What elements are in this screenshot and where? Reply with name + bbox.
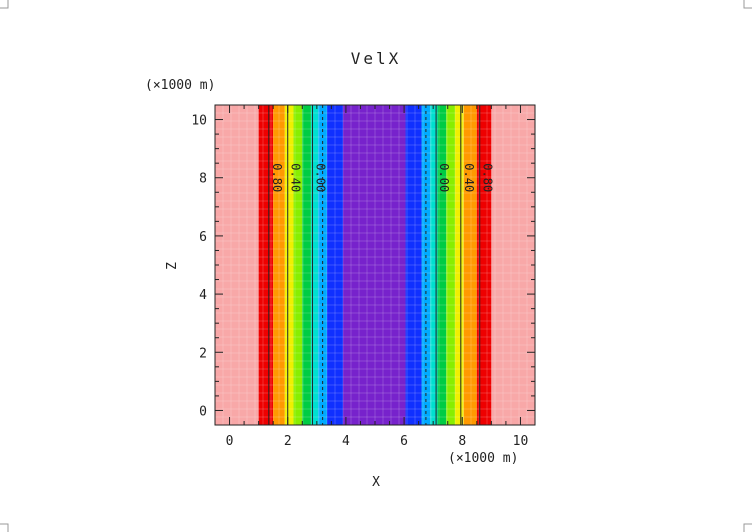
color-band-14 [446,105,455,425]
color-band-17 [476,105,492,425]
color-band-18 [491,105,535,425]
x-tick-label: 2 [284,434,292,449]
y-tick-label: 0 [199,404,207,419]
y-tick-label: 6 [199,230,207,245]
color-band-5 [302,105,311,425]
contour-label-7: 0.80 [481,163,495,192]
color-band-16 [463,105,477,425]
contour-lines [268,105,481,425]
color-band-13 [437,105,447,425]
color-band-2 [273,105,285,425]
y-axis-unit: (×1000 m) [145,78,215,93]
crop-mark-top-left [0,0,9,9]
color-band-10 [405,105,422,425]
axis-tick-labels: 0 2 4 6 8 10 0 2 4 6 8 10 [191,114,528,449]
chart-title: VelX [351,49,402,68]
contour-label-6: 0.40 [462,163,476,192]
x-tick-label: 0 [226,434,234,449]
contour-label-5: 0.00 [437,163,451,192]
contour-label-0: 0.80 [270,163,284,192]
x-tick-label: 8 [458,434,466,449]
color-band-9 [343,105,406,425]
x-axis-label: X [372,475,380,490]
y-tick-label: 10 [191,114,207,129]
y-tick-label: 8 [199,172,207,187]
color-band-1 [258,105,274,425]
crop-mark-bottom-right [743,523,752,532]
contour-label-2: 0.00 [313,163,327,192]
color-band-4 [293,105,303,425]
x-axis-unit: (×1000 m) [448,451,518,466]
color-band-7 [318,105,327,425]
crop-mark-top-right [743,0,752,9]
x-tick-label: 10 [513,434,529,449]
y-tick-label: 4 [199,288,207,303]
y-tick-label: 2 [199,346,207,361]
cell-grid [215,105,535,425]
contour-label-1: 0.40 [289,163,303,192]
color-band-3 [284,105,294,425]
y-axis-label: Z [165,262,180,270]
crop-mark-bottom-left [0,523,9,532]
color-band-8 [327,105,343,425]
color-bands [215,105,535,425]
x-tick-label: 6 [400,434,408,449]
axis-ticks [214,104,536,426]
color-band-6 [311,105,319,425]
color-band-15 [455,105,464,425]
x-tick-label: 4 [342,434,350,449]
contour-labels: 0.80 0.40 0.00 0.00 0.40 0.80 [270,163,495,192]
color-band-12 [430,105,438,425]
color-band-11 [421,105,431,425]
color-band-0 [215,105,259,425]
